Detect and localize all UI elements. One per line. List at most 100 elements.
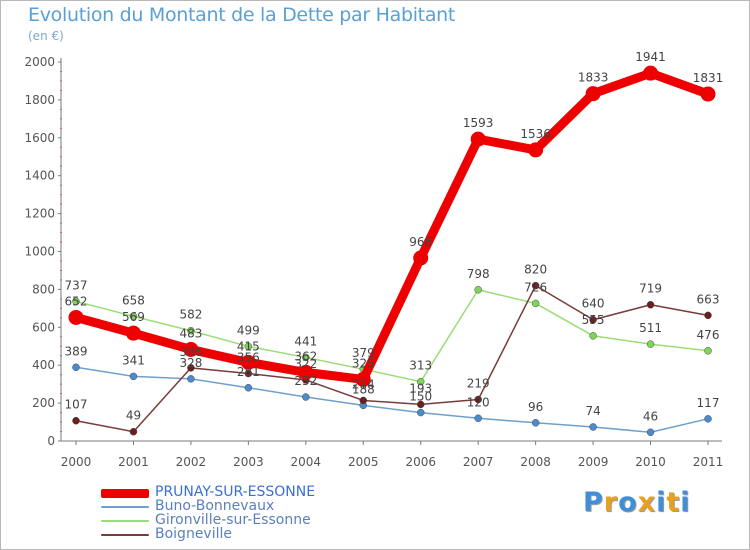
x-tick-label: 2001 <box>118 455 149 469</box>
legend-item-prunay: PRUNAY-SUR-ESSONNE <box>101 484 401 500</box>
data-point <box>589 315 597 324</box>
data-label: 640 <box>582 297 605 311</box>
y-tick-label: 1800 <box>24 93 55 107</box>
chart-legend: PRUNAY-SUR-ESSONNE Buno-Bonnevaux Gironv… <box>101 484 401 542</box>
chart-subtitle: (en €) <box>28 29 64 43</box>
data-point <box>704 415 712 423</box>
data-label: 362 <box>294 349 317 363</box>
y-tick-label: 1000 <box>24 245 55 259</box>
data-point <box>187 364 195 372</box>
legend-label-boigneville: Boigneville <box>155 526 232 542</box>
data-label: 1831 <box>693 71 724 85</box>
data-label: 389 <box>65 344 88 358</box>
data-label: 1833 <box>578 71 609 85</box>
data-point <box>72 363 80 372</box>
data-label: 46 <box>643 409 658 423</box>
data-label: 652 <box>65 294 88 308</box>
data-point <box>704 347 712 355</box>
data-point <box>531 299 540 308</box>
data-label: 663 <box>697 292 720 306</box>
data-point <box>416 400 425 409</box>
data-point <box>646 428 655 437</box>
legend-label-buno: Buno-Bonnevaux <box>155 498 275 514</box>
data-point <box>700 86 716 102</box>
data-point <box>183 341 199 357</box>
data-point <box>129 372 138 381</box>
data-label: 719 <box>639 282 662 296</box>
data-label: 322 <box>294 357 317 371</box>
y-tick-label: 200 <box>32 396 55 410</box>
data-label: 120 <box>467 395 490 409</box>
legend-item-boigneville: Boigneville <box>101 526 401 542</box>
x-tick-label: 2002 <box>176 455 207 469</box>
legend-swatch-gironville <box>101 520 149 522</box>
legend-item-gironville: Gironville-sur-Essonne <box>101 512 401 528</box>
data-point <box>125 325 141 341</box>
data-point <box>413 250 429 266</box>
data-point <box>244 369 253 378</box>
data-label: 483 <box>179 326 202 340</box>
data-label: 798 <box>467 267 490 281</box>
data-label: 499 <box>237 323 260 337</box>
x-tick-label: 2005 <box>348 455 379 469</box>
logo-letter: i <box>656 487 667 518</box>
data-label: 107 <box>65 398 88 412</box>
data-label: 188 <box>352 382 375 396</box>
data-point <box>298 364 314 380</box>
data-point <box>416 377 425 386</box>
x-tick-label: 2003 <box>233 455 264 469</box>
x-tick-label: 2007 <box>463 455 494 469</box>
data-point <box>72 416 80 425</box>
data-label: 966 <box>409 235 432 249</box>
data-point <box>244 384 253 392</box>
data-point <box>531 419 540 427</box>
data-point <box>585 86 601 102</box>
data-point <box>302 393 310 401</box>
data-point <box>474 286 482 294</box>
data-point <box>474 414 482 423</box>
logo-letter: t <box>666 487 681 518</box>
data-label: 313 <box>409 359 432 373</box>
data-label: 569 <box>122 310 145 324</box>
data-point <box>187 375 195 383</box>
data-point <box>470 131 486 147</box>
data-label: 96 <box>528 400 543 414</box>
data-point <box>589 332 597 340</box>
series-line <box>75 366 709 434</box>
data-point <box>528 142 544 158</box>
data-label: 658 <box>122 293 145 307</box>
y-tick-label: 1600 <box>24 131 55 145</box>
legend-swatch-prunay <box>101 489 149 498</box>
x-tick-label: 2004 <box>291 455 322 469</box>
data-point <box>646 300 655 309</box>
data-point <box>589 423 597 431</box>
y-tick-label: 1200 <box>24 207 55 221</box>
data-point <box>244 342 253 351</box>
data-label: 341 <box>122 353 145 367</box>
data-point <box>359 396 368 405</box>
x-tick-label: 2010 <box>635 455 666 469</box>
data-label: 1536 <box>520 127 551 141</box>
x-tick-label: 2011 <box>693 455 724 469</box>
data-point <box>129 312 138 321</box>
data-point <box>704 311 712 320</box>
data-label: 511 <box>639 321 662 335</box>
logo-letter: o <box>618 487 638 518</box>
data-label: 386 <box>179 345 202 359</box>
data-point <box>187 326 195 335</box>
legend-swatch-buno <box>101 506 149 508</box>
data-point <box>355 371 371 387</box>
y-tick-label: 2000 <box>24 55 55 69</box>
data-point <box>72 297 80 306</box>
series-line <box>75 289 709 383</box>
logo-letter: x <box>637 487 657 518</box>
data-label: 74 <box>585 404 600 418</box>
proxiti-logo: Proxiti <box>583 487 691 518</box>
data-label: 1941 <box>635 50 666 64</box>
data-label: 150 <box>409 390 432 404</box>
data-label: 325 <box>352 356 375 370</box>
y-tick-label: 400 <box>32 358 55 372</box>
data-label: 193 <box>409 381 432 395</box>
